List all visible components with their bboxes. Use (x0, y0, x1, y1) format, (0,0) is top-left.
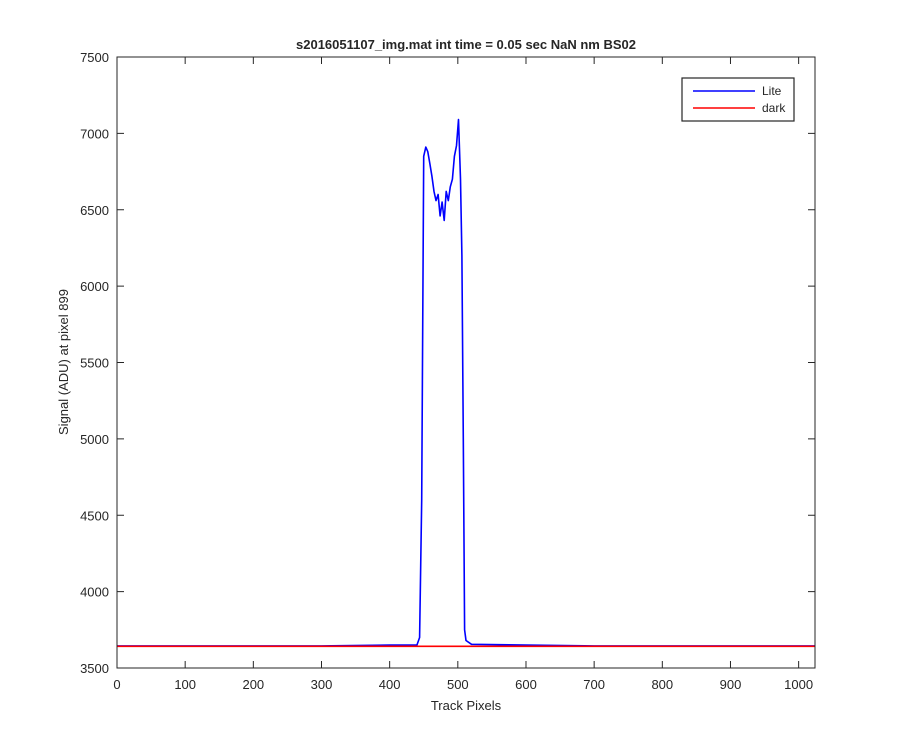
x-tick-label: 300 (311, 677, 333, 692)
y-tick-label: 5000 (80, 432, 109, 447)
x-tick-label: 900 (720, 677, 742, 692)
chart-title: s2016051107_img.mat int time = 0.05 sec … (296, 37, 636, 52)
x-axis-ticks: 0 100 200 300 400 500 600 700 800 900 1000 (113, 57, 813, 692)
y-tick-label: 6500 (80, 203, 109, 218)
y-axis-label: Signal (ADU) at pixel 899 (56, 289, 71, 435)
x-tick-label: 500 (447, 677, 469, 692)
legend-label-dark: dark (762, 101, 786, 115)
series-layer (117, 118, 815, 648)
y-axis-ticks: 3500 4000 4500 5000 5500 6000 6500 7000 7500 (80, 50, 815, 676)
x-tick-label: 600 (515, 677, 537, 692)
x-tick-label: 800 (651, 677, 673, 692)
x-axis-label: Track Pixels (431, 698, 502, 713)
y-tick-label: 4500 (80, 508, 109, 523)
y-tick-label: 3500 (80, 661, 109, 676)
legend: Lite dark (681, 77, 795, 122)
legend-label-lite: Lite (762, 84, 782, 98)
y-tick-label: 6000 (80, 279, 109, 294)
x-tick-label: 1000 (784, 677, 813, 692)
y-tick-label: 5500 (80, 356, 109, 371)
x-tick-label: 400 (379, 677, 401, 692)
y-tick-label: 7500 (80, 50, 109, 65)
legend-box (681, 77, 795, 122)
x-tick-label: 700 (583, 677, 605, 692)
x-tick-label: 200 (242, 677, 264, 692)
y-tick-label: 4000 (80, 585, 109, 600)
y-tick-label: 7000 (80, 126, 109, 141)
x-tick-label: 100 (174, 677, 196, 692)
plot-area (117, 57, 815, 668)
series-line-lite (117, 118, 815, 647)
x-tick-label: 0 (113, 677, 120, 692)
